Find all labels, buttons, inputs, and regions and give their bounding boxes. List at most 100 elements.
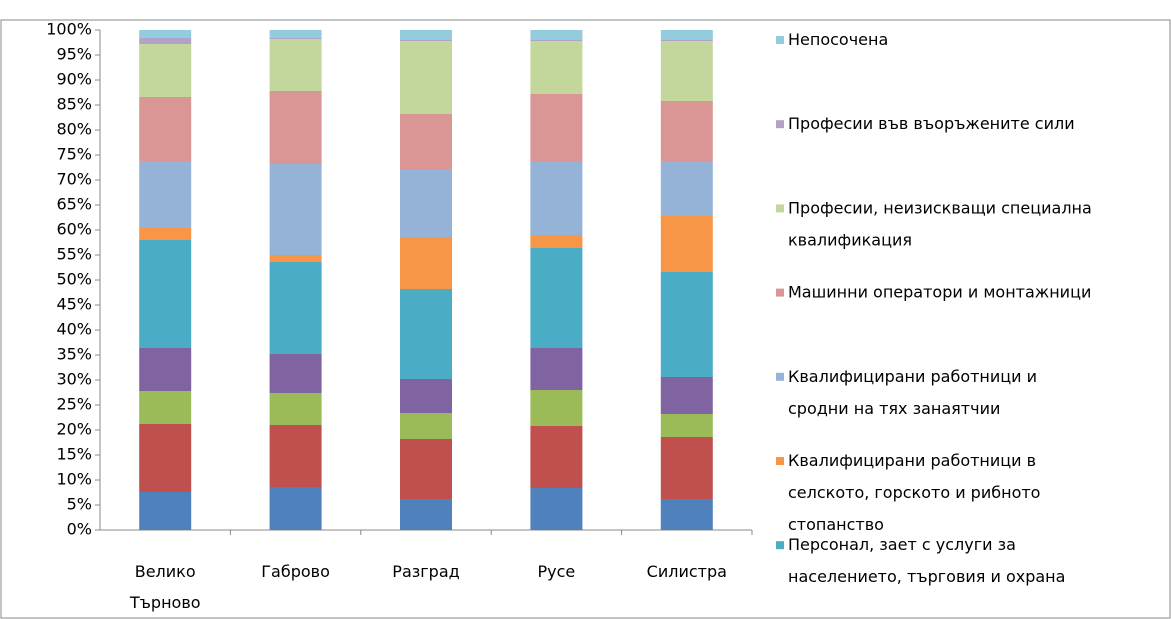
bar-segment	[139, 97, 192, 161]
bar-segment	[660, 437, 713, 499]
bar-segment	[269, 38, 322, 39]
y-tick-label: 70%	[56, 170, 92, 189]
bar-segment	[269, 262, 322, 354]
y-tick-label: 50%	[56, 270, 92, 289]
bar-segment	[530, 488, 583, 530]
bar-segment	[269, 39, 322, 91]
bar-segment	[400, 114, 452, 169]
y-tick-label: 100%	[46, 20, 92, 39]
bar-segment	[660, 272, 713, 377]
bar-segment	[400, 379, 452, 413]
text-line: Габрово	[261, 562, 330, 581]
legend-swatch	[776, 541, 784, 550]
text-line: Разград	[392, 562, 459, 581]
y-tick-label: 80%	[56, 120, 92, 139]
text-line: Професии във въоръжените сили	[788, 114, 1075, 133]
y-tick-label: 75%	[56, 145, 92, 164]
text-line: стопанство	[788, 515, 884, 534]
text-line: Квалифицирани работници и	[788, 366, 1037, 385]
legend-label: Непосочена	[788, 30, 888, 49]
bar-segment	[139, 44, 192, 97]
y-tick-label: 10%	[56, 470, 92, 489]
y-tick-label: 0%	[67, 520, 92, 539]
legend-label: Квалифицирани работници и сродни на тях з…	[788, 366, 1037, 417]
legend-label: Професии във въоръжените сили	[788, 114, 1075, 133]
text-line: Професии, неизискващи специална	[788, 198, 1092, 217]
bar-segment	[400, 237, 452, 289]
bar-segment	[139, 240, 192, 348]
text-line: Персонал, зает с услуги за	[788, 535, 1016, 554]
x-tick-label: Габрово	[261, 562, 330, 581]
bar-segment	[660, 161, 713, 216]
legend-swatch	[776, 372, 784, 381]
text-line: Велико	[135, 562, 196, 581]
bar-segment	[530, 426, 583, 488]
bar-segment	[400, 289, 452, 379]
y-tick-label: 15%	[56, 445, 92, 464]
bar-segment	[269, 30, 322, 38]
legend-label: Квалифицирани работници в селското, горск…	[788, 451, 1040, 534]
legend-swatch	[776, 288, 784, 297]
bar-segment	[269, 91, 322, 164]
chart-border	[0, 19, 1171, 619]
bar-segment	[660, 101, 713, 161]
bar-segment	[139, 30, 192, 38]
bar-segment	[660, 41, 713, 101]
bar-segment	[269, 393, 322, 425]
y-tick-label: 95%	[56, 45, 92, 64]
text-line: селското, горското и рибното	[788, 483, 1040, 502]
bar-segment	[530, 161, 583, 235]
x-tick-label: Велико Търново	[129, 562, 201, 612]
x-tick-label: Силистра	[647, 562, 727, 581]
text-line: Квалифицирани работници в	[788, 451, 1036, 470]
bar-segment	[530, 248, 583, 348]
bar-segment	[400, 41, 452, 114]
legend-swatch	[776, 457, 784, 465]
bar-segment	[139, 161, 192, 228]
bar-segment	[139, 424, 192, 492]
bar-segment	[269, 425, 322, 487]
bar-segment	[400, 499, 452, 530]
y-tick-label: 55%	[56, 245, 92, 264]
y-tick-label: 85%	[56, 95, 92, 114]
text-line: сродни на тях занаятчии	[788, 398, 1000, 417]
bar-segment	[530, 30, 583, 40]
text-line: Силистра	[647, 562, 727, 581]
bar-segment	[530, 348, 583, 390]
bar-segment	[530, 94, 583, 161]
bar-segment	[530, 390, 583, 426]
bar-segment	[139, 348, 192, 391]
y-tick-label: 5%	[67, 495, 92, 514]
bar-segment	[269, 487, 322, 530]
y-tick-label: 65%	[56, 195, 92, 214]
bar-segment	[530, 235, 583, 248]
bar-segment	[660, 499, 713, 530]
bar-segment	[530, 41, 583, 94]
bar-segment	[400, 413, 452, 439]
y-tick-label: 35%	[56, 345, 92, 364]
y-tick-label: 40%	[56, 320, 92, 339]
y-tick-label: 45%	[56, 295, 92, 314]
bar-segment	[660, 30, 713, 40]
y-tick-label: 60%	[56, 220, 92, 239]
legend-label: Машинни оператори и монтажници	[788, 282, 1091, 301]
bar-segment	[400, 169, 452, 237]
text-line: Русе	[538, 562, 576, 581]
bar-segment	[269, 164, 322, 255]
bar-segment	[139, 228, 192, 240]
legend-swatch	[776, 120, 784, 129]
text-line: населението, търговия и охрана	[788, 567, 1065, 586]
bar-segment	[660, 414, 713, 437]
bar-segment	[660, 40, 713, 41]
legend-swatch	[776, 36, 784, 44]
bar-segment	[269, 354, 322, 393]
y-tick-label: 20%	[56, 420, 92, 439]
bar-segment	[660, 216, 713, 272]
bar-segment	[139, 492, 192, 530]
bar-segment	[269, 255, 322, 262]
x-tick-label: Разград	[392, 562, 459, 581]
legend-swatch	[776, 204, 784, 213]
bar-segment	[400, 439, 452, 499]
bar-segment	[530, 40, 583, 41]
